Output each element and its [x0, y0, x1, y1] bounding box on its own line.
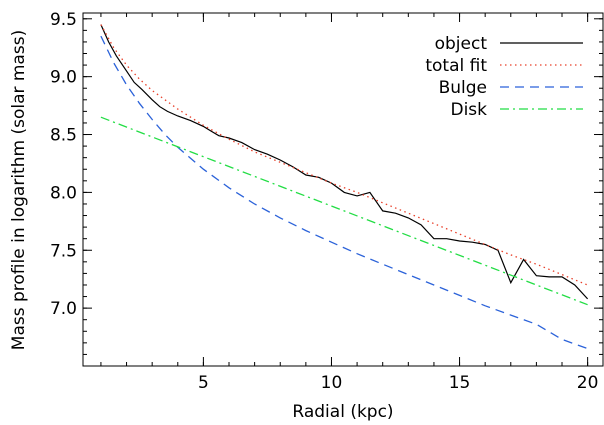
legend-label: Bulge [439, 78, 487, 98]
series-layer [100, 24, 589, 350]
x-tick-label: 5 [198, 373, 209, 393]
y-tick-label: 9.5 [50, 10, 77, 30]
series-line-disk [100, 116, 588, 306]
y-tick-label: 7.0 [50, 299, 77, 319]
y-axis-title: Mass profile in logarithm (solar mass) [9, 30, 29, 350]
legend-label: Disk [450, 100, 487, 120]
y-tick-label: 8.0 [50, 183, 77, 203]
legend-label: object [435, 34, 488, 54]
y-tick-label: 7.5 [50, 241, 77, 261]
y-tick-label: 8.5 [50, 126, 77, 146]
series-line-total-fit [100, 24, 588, 286]
x-tick-label: 15 [449, 373, 471, 393]
x-tick-label: 10 [321, 373, 343, 393]
x-axis-title: Radial (kpc) [292, 402, 393, 422]
y-axis-ticks: 7.0 7.5 8.0 8.5 9.0 9.5 [50, 10, 603, 355]
plot-frame [82, 12, 604, 367]
x-axis-ticks: 5 10 15 20 [100, 13, 599, 393]
series-line-bulge [100, 35, 588, 350]
y-tick-label: 9.0 [50, 68, 77, 88]
x-tick-label: 20 [577, 373, 599, 393]
legend-label: total fit [425, 56, 487, 76]
series-line-object [100, 24, 589, 300]
